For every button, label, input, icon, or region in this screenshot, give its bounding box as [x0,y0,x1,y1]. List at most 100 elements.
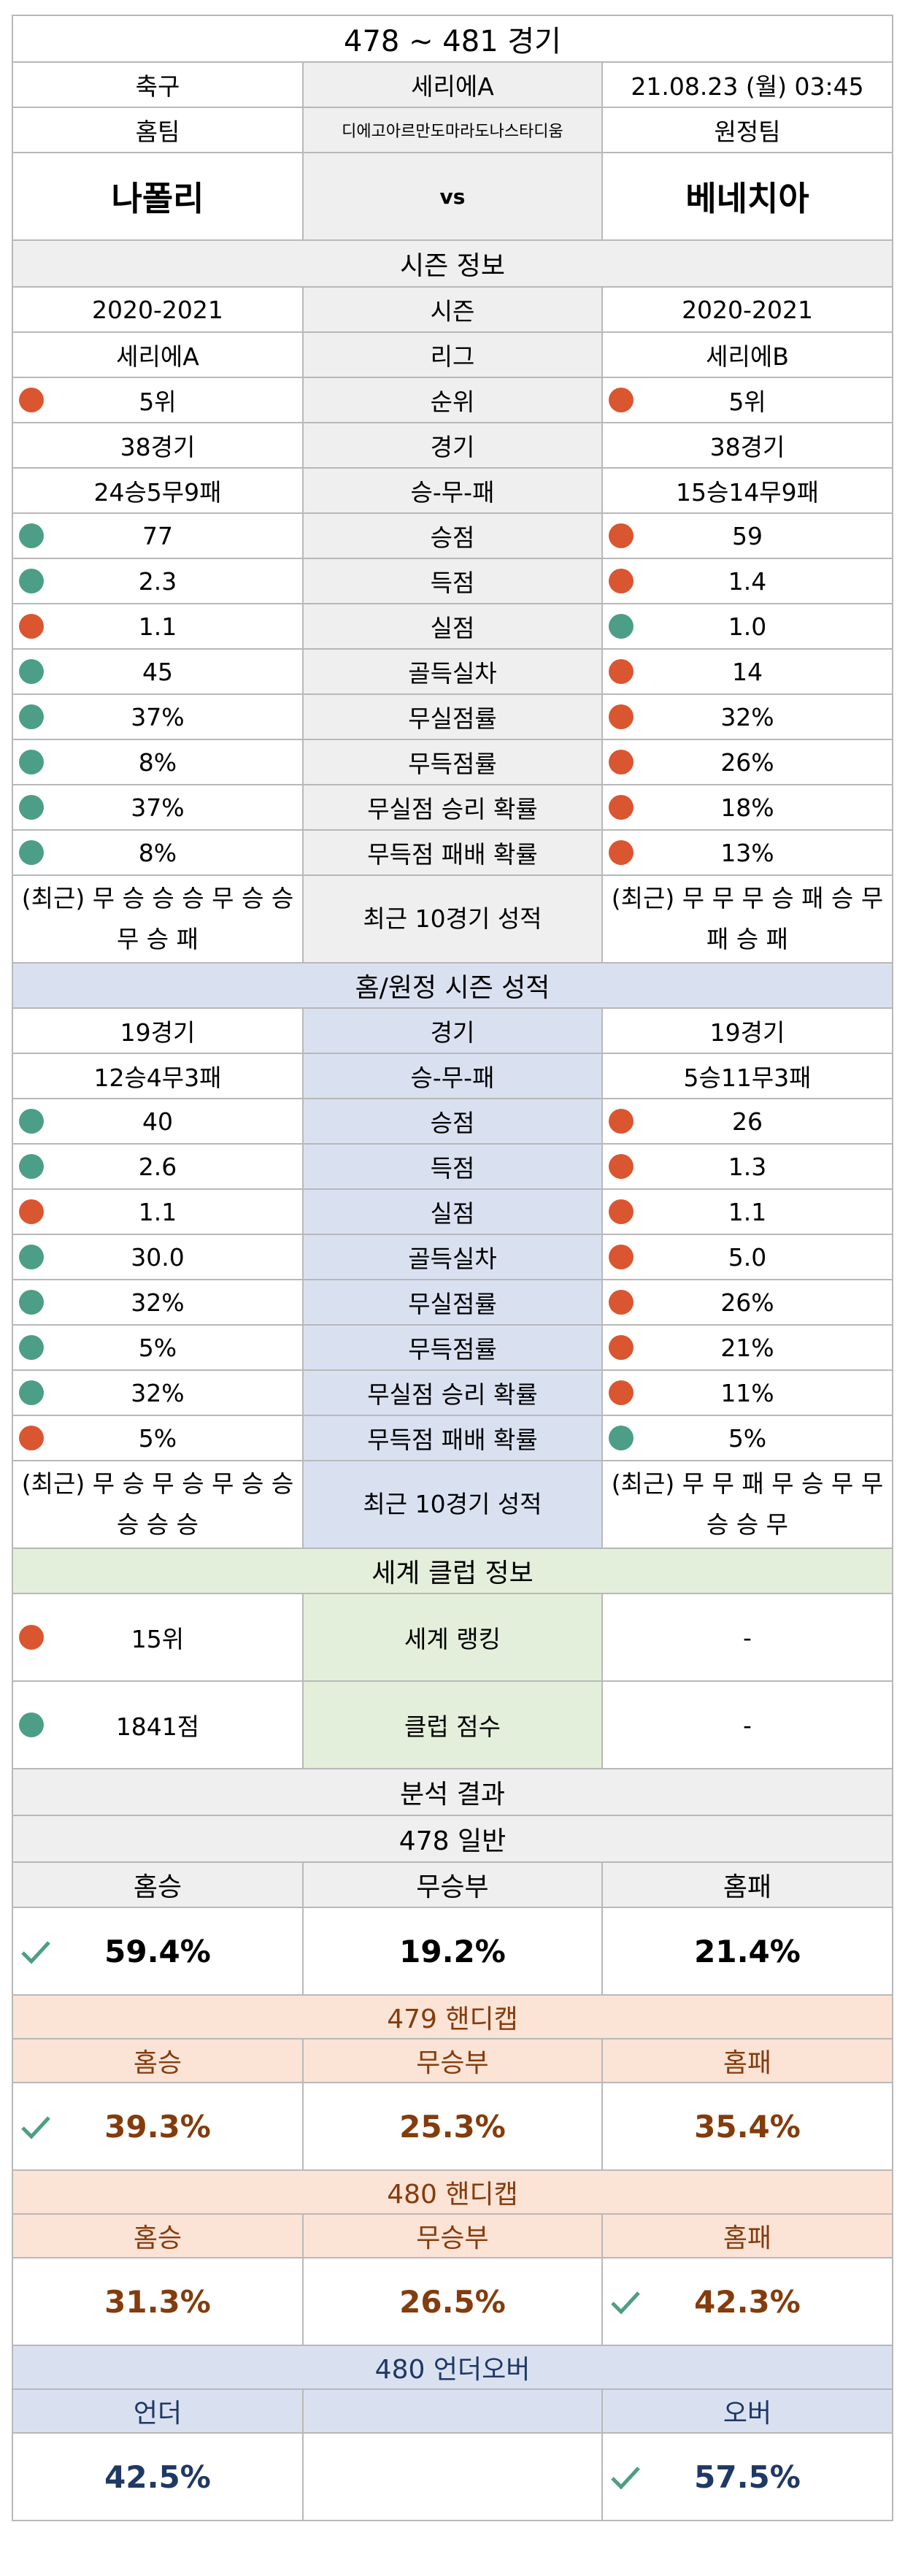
world-rank-home: 15위 [12,1593,304,1682]
handicap2-value-home-win: 31.3% [12,2257,304,2346]
bad-indicator-icon [609,1335,634,1360]
season-stat-label: 득점 [301,558,604,604]
homeaway-stat-label: 골득실차 [301,1234,604,1280]
homeaway-stat-away: 26% [601,1279,893,1326]
good-indicator-icon [19,750,44,774]
season-stat-label: 시즌 [301,286,604,333]
homeaway-stat-away-text: 5.0 [728,1242,767,1272]
homeaway-stat-row: 5% 무득점 패배 확률 5% [12,1415,893,1461]
season-stat-home: 2020-2021 [12,286,304,333]
bad-indicator-icon [609,569,634,593]
season-stat-label: 승점 [301,512,604,559]
season-stat-label: 실점 [301,603,604,650]
season-stat-row: 24승5무9패 승-무-패 15승14무9패 [12,467,893,514]
homeaway-stat-away-text: 1.3 [728,1152,767,1181]
season-stat-label: 골득실차 [301,648,604,695]
analysis-sheet: 478 ~ 481 경기 축구 세리에A 21.08.23 (월) 03:45 … [12,15,893,2521]
bad-indicator-icon [609,750,634,774]
handicap1-label-draw: 무승부 [301,2038,604,2083]
homeaway-recent-label: 최근 10경기 성적 [301,1460,604,1549]
season-stat-home-text: 8% [138,838,177,867]
season-stat-away: 2020-2021 [601,286,893,333]
good-indicator-icon [19,1290,44,1315]
bad-indicator-icon [609,523,634,548]
match-table: 478 ~ 481 경기 축구 세리에A 21.08.23 (월) 03:45 … [12,15,893,2521]
homeaway-stat-label: 무득점률 [301,1324,604,1371]
general-label-draw: 무승부 [301,1861,604,1908]
homeaway-stat-home-text: 2.6 [138,1152,177,1181]
homeaway-stat-row: 5% 무득점률 21% [12,1324,893,1371]
handicap1-label-home-loss: 홈패 [601,2038,893,2083]
homeaway-stat-label: 승-무-패 [301,1053,604,1099]
homeaway-stat-away: 11% [601,1369,893,1416]
league: 세리에A [301,61,604,108]
season-stat-home-text: 세리에A [116,342,199,371]
good-indicator-icon [19,1109,44,1134]
homeaway-stat-away-text: 26 [732,1107,763,1136]
good-indicator-icon [19,1154,44,1179]
homeaway-stat-label-text: 무득점률 [408,1335,497,1364]
season-stat-label-text: 리그 [430,342,475,371]
season-stat-label: 무득점 패배 확률 [301,829,604,876]
season-stat-away-text: 세리에B [706,342,789,371]
season-stat-away-text: 26% [720,747,774,777]
season-stat-label-text: 무득점률 [408,750,497,778]
homeaway-stat-row: 40 승점 26 [12,1098,893,1145]
homeaway-stat-away-text: 1.1 [728,1197,767,1226]
world-rank-away: - [601,1593,893,1682]
season-stat-row: 38경기 경기 38경기 [12,422,893,469]
season-stat-home-text: 37% [131,702,185,731]
season-stat-home-text: 8% [138,747,177,777]
homeaway-stat-home-text: 1.1 [138,1197,177,1226]
season-stat-away: 13% [601,829,893,876]
away-team-label: 원정팀 [601,107,893,153]
homeaway-stat-away: 1.1 [601,1188,893,1235]
match-datetime: 21.08.23 (월) 03:45 [601,61,893,108]
season-stat-row: 세리에A 리그 세리에B [12,331,893,378]
homeaway-stat-away: 5승11무3패 [601,1053,893,1099]
season-stat-home: 38경기 [12,422,304,469]
homeaway-stat-label-text: 승점 [430,1109,475,1137]
handicap1-title: 479 핸디캡 [12,1994,893,2039]
underover-value-under: 42.5% [12,2432,304,2521]
season-stat-home: 37% [12,693,304,740]
away-team-name: 베네치아 [601,152,893,241]
good-indicator-icon [19,840,44,865]
homeaway-stat-away: 19경기 [601,1007,893,1054]
season-stat-home: 77 [12,512,304,559]
handicap1-label-home-win: 홈승 [12,2038,304,2083]
general-value-home-win: 59.4% [12,1907,304,1996]
season-stat-label-text: 골득실차 [408,659,497,688]
season-stat-label-text: 경기 [430,433,475,461]
season-stat-home-text: 24승5무9패 [93,478,222,507]
homeaway-stat-home: 32% [12,1279,304,1326]
season-stat-label-text: 무득점 패배 확률 [367,840,538,869]
season-stat-away-text: 13% [720,838,774,867]
homeaway-stat-home: 32% [12,1369,304,1416]
season-stat-home: 8% [12,739,304,785]
season-stat-label-text: 무실점 승리 확률 [367,795,538,823]
season-stat-home: 세리에A [12,331,304,378]
season-stat-label: 경기 [301,422,604,469]
season-stat-home: 8% [12,829,304,876]
homeaway-stat-home: 1.1 [12,1188,304,1235]
home-team-label: 홈팀 [12,107,304,153]
homeaway-stat-row: 19경기 경기 19경기 [12,1007,893,1054]
homeaway-stat-label: 무득점 패배 확률 [301,1415,604,1461]
season-stat-home: 2.3 [12,558,304,604]
season-stat-home-text: 1.1 [138,612,177,641]
season-stat-home: 37% [12,784,304,831]
bad-indicator-icon [609,1109,634,1134]
homeaway-stat-away: 1.3 [601,1143,893,1190]
season-stat-label-text: 승-무-패 [410,478,495,507]
general-label-home-win: 홈승 [12,1861,304,1908]
homeaway-section-title: 홈/원정 시즌 성적 [12,962,893,1009]
homeaway-stat-row: 32% 무실점률 26% [12,1279,893,1326]
homeaway-stat-label-text: 무실점 승리 확률 [367,1380,538,1409]
season-stat-label: 무실점률 [301,693,604,740]
homeaway-stat-home-text: 32% [131,1378,185,1407]
handicap2-label-draw: 무승부 [301,2213,604,2258]
club-score-home: 1841점 [12,1680,304,1769]
club-score-away: - [601,1680,893,1769]
homeaway-stat-away-text: 19경기 [709,1018,785,1047]
